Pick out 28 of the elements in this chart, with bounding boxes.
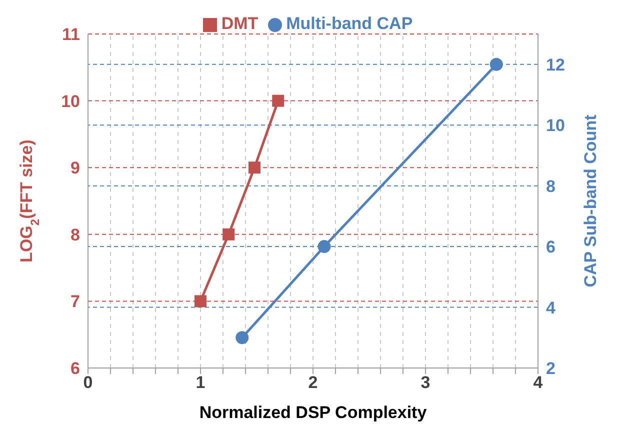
- point: [236, 331, 249, 344]
- y2-tick-label: 10: [546, 116, 565, 136]
- y2-tick-label: 12: [546, 55, 565, 74]
- legend-label: Multi-band CAP: [286, 14, 413, 33]
- point: [490, 58, 503, 71]
- x-tick-label: 3: [420, 373, 430, 392]
- y2-tick-label: 4: [546, 298, 556, 318]
- y-tick-label: 8: [70, 225, 80, 244]
- y2-axis-title: CAP Sub-band Count: [581, 114, 600, 288]
- y2-tick-label: 8: [546, 176, 556, 196]
- point: [222, 228, 235, 240]
- y-tick-label: 11: [62, 25, 80, 44]
- y-tick-label: 10: [61, 92, 80, 111]
- y-tick-label: 6: [70, 359, 80, 378]
- point: [248, 162, 260, 174]
- x-tick-label: 0: [83, 373, 93, 392]
- point: [318, 240, 331, 254]
- x-tick-label: 1: [196, 373, 206, 392]
- x-axis-title: Normalized DSP Complexity: [199, 403, 428, 422]
- y-tick-label: 9: [70, 158, 80, 178]
- y2-tick-label: 2: [546, 359, 556, 378]
- y2-tick-label: 6: [546, 238, 556, 257]
- y-tick-label: 7: [70, 292, 80, 312]
- x-tick-label: 2: [308, 373, 318, 392]
- x-tick-label: 4: [533, 373, 544, 392]
- point: [272, 94, 284, 107]
- point: [194, 295, 206, 308]
- legend-label: DMT: [221, 14, 258, 33]
